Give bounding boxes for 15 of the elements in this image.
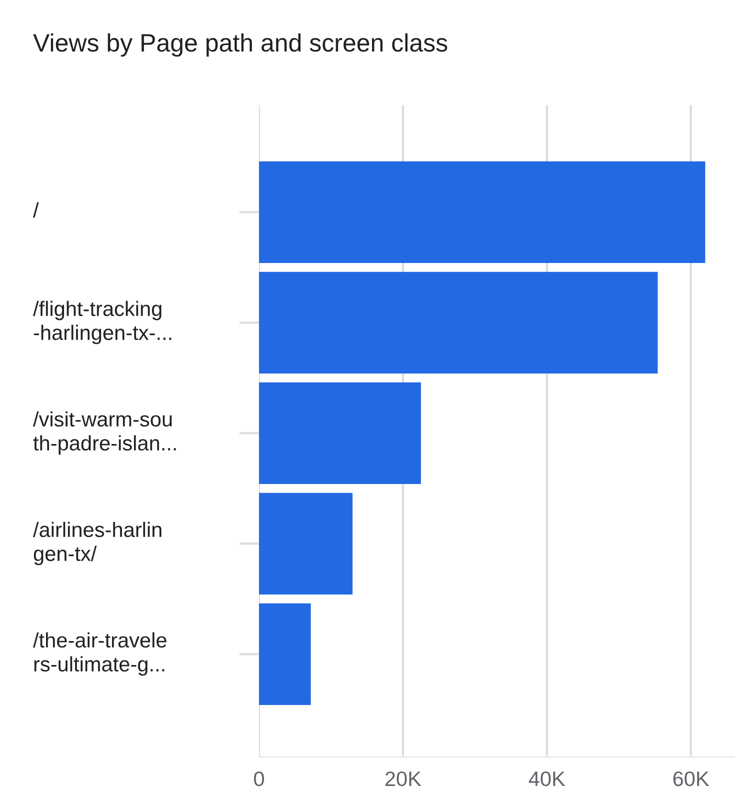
- y-tick-label: /airlines-harlin gen-tx/: [33, 522, 162, 566]
- y-tick-label: /the-air-travele rs-ultimate-g...: [33, 632, 166, 676]
- bar: [259, 603, 311, 706]
- x-tick-label: 40K: [528, 771, 566, 786]
- bar: [259, 492, 353, 595]
- bar: [259, 272, 658, 374]
- y-tick-label: /flight-tracking -harlingen-tx-...: [33, 300, 172, 344]
- y-tick-label: /visit-warm-sou th-padre-islan...: [33, 411, 176, 455]
- y-tick-label: /: [33, 202, 39, 218]
- chart-title: Views by Page path and screen class: [33, 33, 448, 57]
- x-tick-label: 20K: [385, 771, 422, 786]
- x-tick-label: 0: [254, 771, 264, 786]
- x-tick-label: 60K: [673, 771, 710, 786]
- bar: [259, 161, 706, 264]
- bar: [259, 382, 421, 484]
